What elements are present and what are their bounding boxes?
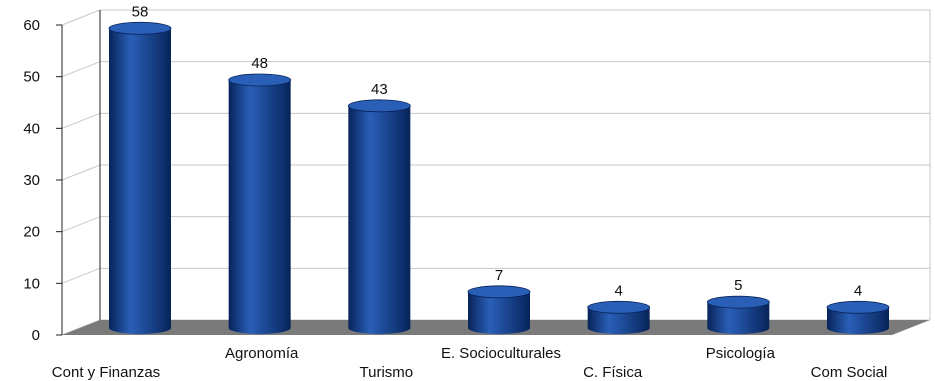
category-label: C. Física <box>583 364 643 381</box>
bar <box>467 285 531 334</box>
bar-top <box>706 295 770 309</box>
bar-body <box>707 302 770 334</box>
y-tick-label: 0 <box>32 327 40 344</box>
data-label: 48 <box>251 55 268 72</box>
bar <box>108 21 172 334</box>
data-labels: 58 48 43 7 4 5 4 <box>132 3 863 299</box>
y-tick-label: 60 <box>23 17 40 34</box>
data-label: 4 <box>854 282 862 299</box>
data-label: 4 <box>614 282 622 299</box>
y-axis: 0 10 20 30 40 50 60 <box>23 10 101 344</box>
category-label: Com Social <box>811 364 888 381</box>
bar <box>347 99 411 334</box>
gridline-diagonal <box>61 61 101 78</box>
category-labels: Cont y Finanzas Agronomía Turismo E. Socioc… <box>52 345 888 381</box>
bar-top <box>108 21 172 35</box>
bar-body <box>228 80 291 334</box>
y-tick-label: 10 <box>23 275 40 292</box>
bar <box>587 300 651 334</box>
bar-body <box>109 28 171 334</box>
data-label: 5 <box>734 277 742 294</box>
gridline-diagonal <box>61 267 101 284</box>
data-label: 43 <box>371 81 388 98</box>
data-label: 58 <box>132 3 149 20</box>
data-label: 7 <box>495 267 503 284</box>
category-label: E. Socioculturales <box>441 345 561 362</box>
bar-top <box>347 99 411 113</box>
bar <box>228 73 292 334</box>
bar-top <box>228 73 292 87</box>
bar-top <box>467 285 531 299</box>
gridline-diagonal <box>61 216 101 233</box>
bar-body <box>468 291 530 334</box>
bar-top <box>587 300 651 314</box>
bar-top <box>826 300 890 314</box>
bar <box>826 300 890 334</box>
y-tick-label: 20 <box>23 224 40 241</box>
gridline-diagonal <box>61 164 101 181</box>
category-label: Psicología <box>706 345 776 362</box>
gridline-diagonal <box>61 9 101 26</box>
y-tick-label: 40 <box>23 120 40 137</box>
bar-body <box>827 307 889 334</box>
category-label: Turismo <box>360 364 414 381</box>
bar-body <box>348 105 411 334</box>
y-tick-label: 30 <box>23 172 40 189</box>
bars <box>108 21 890 334</box>
gridline-diagonal <box>61 112 101 129</box>
category-label: Agronomía <box>225 345 299 362</box>
y-tick-label: 50 <box>23 69 40 86</box>
category-label: Cont y Finanzas <box>52 364 160 381</box>
bar-body <box>587 307 650 334</box>
bar <box>706 295 770 334</box>
